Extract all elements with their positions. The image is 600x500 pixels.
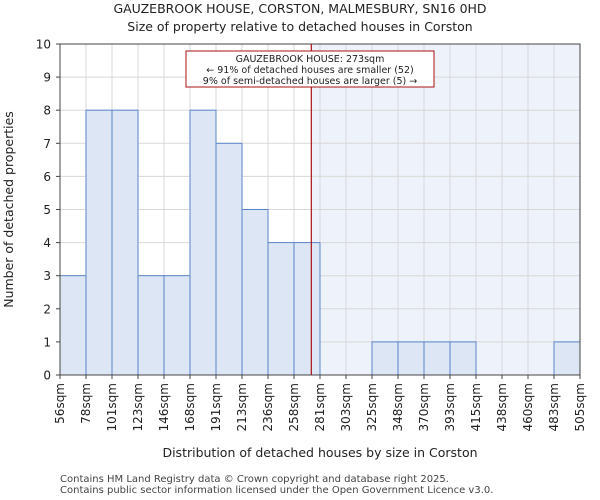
x-tick-label: 281sqm [313,383,327,431]
bar [449,341,477,376]
x-tick-label: 460sqm [521,383,535,431]
x-tick-label: 56sqm [53,383,67,424]
bar [85,109,113,376]
bar [215,142,243,376]
y-tick-label: 10 [36,38,51,52]
x-tick-label: 168sqm [183,383,197,431]
bar [137,275,165,376]
annotation-line-1: GAUZEBROOK HOUSE: 273sqm [236,54,385,65]
bar [59,275,87,376]
x-axis-label: Distribution of detached houses by size … [162,445,477,460]
x-tick-label: 101sqm [105,383,119,431]
bar [423,341,451,376]
bar [111,109,139,376]
annotation-box [185,50,435,88]
bar [397,341,425,376]
bar [241,209,269,376]
y-axis-label: Number of detached properties [1,111,16,308]
bar [189,109,217,376]
bar [293,242,321,376]
x-tick-label: 303sqm [339,383,353,431]
x-tick-label: 258sqm [287,383,301,431]
histogram-chart: GAUZEBROOK HOUSE: 273sqm← 91% of detache… [1,38,587,461]
footer-line-2: Contains public sector information licen… [60,485,494,496]
chart-title: GAUZEBROOK HOUSE, CORSTON, MALMESBURY, S… [113,1,487,16]
bar [267,242,295,376]
x-tick-label: 123sqm [131,383,145,431]
annotation-line-3: 9% of semi-detached houses are larger (5… [203,76,417,87]
y-tick-label: 8 [43,104,51,118]
footer-line-1: Contains HM Land Registry data © Crown c… [60,474,449,485]
y-tick-label: 9 [43,71,51,85]
y-tick-label: 4 [43,236,51,250]
x-tick-label: 78sqm [79,383,93,424]
x-tick-label: 415sqm [469,383,483,431]
x-tick-label: 505sqm [573,383,587,431]
x-tick-label: 483sqm [547,383,561,431]
x-tick-label: 325sqm [365,383,379,431]
y-tick-label: 3 [43,269,51,283]
y-tick-label: 5 [43,203,51,217]
annotation-line-2: ← 91% of detached houses are smaller (52… [206,65,413,76]
x-tick-label: 236sqm [261,383,275,431]
bar [371,341,399,376]
bar [163,275,191,376]
x-tick-label: 213sqm [235,383,249,431]
bar [553,341,581,376]
chart-subtitle: Size of property relative to detached ho… [127,19,473,34]
y-tick-label: 2 [43,302,51,316]
x-tick-label: 191sqm [209,383,223,431]
x-tick-label: 370sqm [417,383,431,431]
y-tick-label: 0 [43,369,51,383]
x-tick-label: 348sqm [391,383,405,431]
x-tick-label: 438sqm [495,383,509,431]
y-tick-label: 1 [43,335,51,349]
x-tick-label: 146sqm [157,383,171,431]
y-tick-label: 7 [43,137,51,151]
x-tick-label: 393sqm [443,383,457,431]
y-tick-label: 6 [43,170,51,184]
